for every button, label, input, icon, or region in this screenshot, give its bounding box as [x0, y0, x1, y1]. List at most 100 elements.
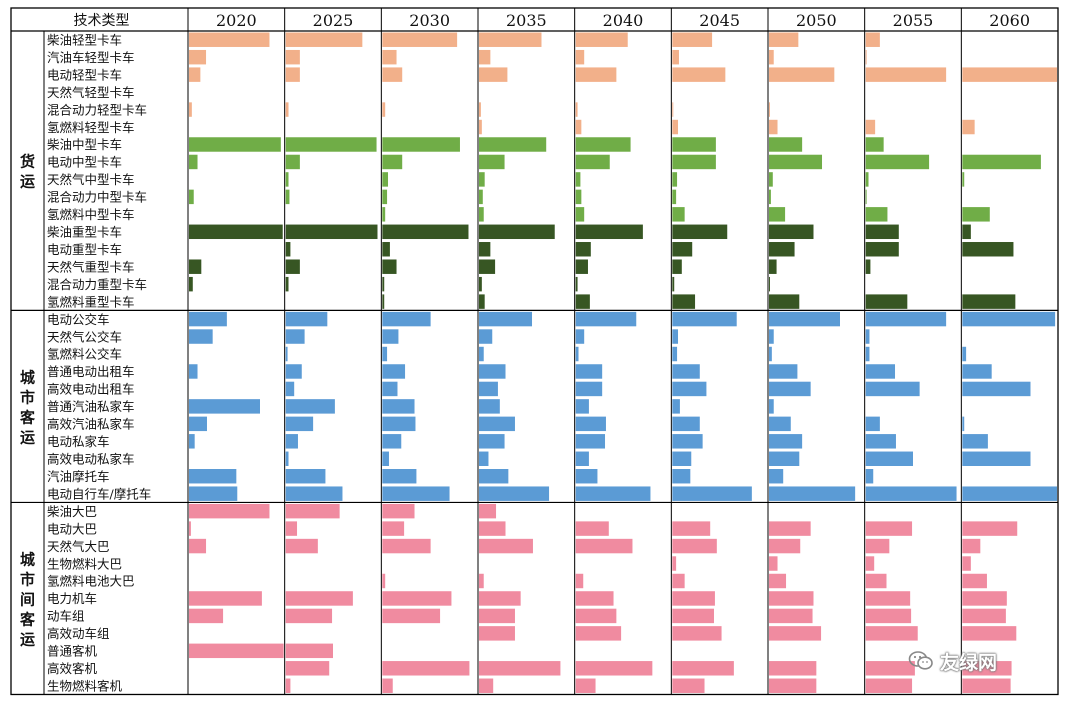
- bar: [865, 207, 888, 222]
- bar: [285, 661, 330, 676]
- bar: [575, 451, 589, 466]
- technology-label: 普通汽油私家车: [47, 399, 135, 414]
- bar: [285, 276, 289, 292]
- bar: [865, 32, 880, 47]
- bar: [575, 416, 606, 432]
- header-year: 2030: [409, 11, 450, 30]
- bar: [575, 469, 598, 484]
- technology-label: 电动私家车: [47, 434, 110, 449]
- bar: [479, 538, 533, 554]
- technology-label: 高效汽油私家车: [47, 417, 135, 432]
- bar: [769, 416, 791, 432]
- category-label: 客: [19, 408, 36, 426]
- technology-label: 柴油大巴: [47, 504, 97, 519]
- bar: [479, 102, 481, 117]
- bar: [285, 538, 318, 554]
- bar: [479, 364, 506, 379]
- header-year: 2045: [699, 11, 740, 30]
- bar: [479, 346, 484, 362]
- bar: [479, 469, 509, 484]
- technology-label: 电动重型卡车: [47, 242, 122, 257]
- bar: [962, 119, 975, 135]
- bar: [285, 224, 378, 240]
- bar: [769, 172, 773, 187]
- bar: [479, 573, 484, 589]
- bar: [672, 154, 716, 170]
- bar: [479, 486, 550, 501]
- bar: [189, 643, 284, 659]
- bar: [479, 154, 505, 170]
- bar: [382, 608, 441, 624]
- technology-label: 天然气中型卡车: [47, 172, 135, 187]
- header-year: 2020: [216, 11, 257, 30]
- bar: [382, 311, 431, 327]
- bar: [865, 224, 899, 240]
- bar: [189, 434, 195, 449]
- bar: [479, 521, 506, 536]
- bar: [479, 329, 493, 344]
- bar: [189, 189, 194, 205]
- bar: [865, 416, 880, 432]
- bar: [285, 486, 343, 501]
- bar: [382, 678, 393, 693]
- bar: [769, 119, 778, 135]
- bar: [769, 102, 770, 117]
- bar: [769, 556, 778, 571]
- header-year: 2035: [506, 11, 547, 30]
- bar: [285, 346, 288, 362]
- bar: [479, 119, 482, 135]
- bar: [189, 224, 283, 240]
- bar: [672, 626, 722, 641]
- bar: [672, 416, 700, 432]
- bar: [672, 259, 682, 274]
- bar: [382, 486, 450, 501]
- technology-label: 电动公交车: [47, 312, 110, 327]
- bar: [769, 189, 771, 205]
- bar: [962, 451, 1031, 466]
- bar: [285, 381, 295, 397]
- bar: [865, 556, 875, 571]
- bar: [479, 626, 515, 641]
- bar: [189, 311, 227, 327]
- technology-label: 氢燃料重型卡车: [47, 294, 135, 309]
- bar: [865, 172, 869, 187]
- bar: [285, 67, 300, 82]
- bar: [189, 276, 193, 292]
- bar: [865, 154, 930, 170]
- bar: [769, 346, 772, 362]
- technology-label: 电动大巴: [47, 521, 97, 536]
- bar: [479, 451, 489, 466]
- bar: [672, 67, 726, 82]
- technology-label: 混合动力轻型卡车: [47, 102, 147, 117]
- bar: [382, 189, 388, 205]
- bar: [382, 416, 416, 432]
- technology-label: 天然气公交车: [47, 329, 122, 344]
- bar: [382, 503, 415, 519]
- bar: [865, 346, 870, 362]
- bar: [769, 486, 856, 501]
- bar: [479, 294, 485, 309]
- bar: [575, 154, 610, 170]
- bar: [672, 486, 752, 501]
- bar: [575, 364, 603, 379]
- bar: [672, 119, 679, 135]
- bar: [382, 521, 405, 536]
- bar: [962, 294, 1016, 309]
- bar: [575, 49, 585, 65]
- bar: [189, 329, 213, 344]
- technology-label: 氢燃料轻型卡车: [47, 120, 135, 135]
- bar: [189, 49, 207, 65]
- bar: [285, 521, 298, 536]
- bar: [865, 311, 947, 327]
- bar: [962, 364, 992, 379]
- bar: [382, 294, 385, 309]
- bar: [672, 381, 707, 397]
- bar: [672, 329, 679, 344]
- bar: [962, 608, 1006, 624]
- bar: [865, 242, 899, 257]
- bar: [575, 102, 578, 117]
- technology-label: 高效电动出租车: [47, 382, 135, 397]
- bar: [382, 67, 403, 82]
- bar: [479, 259, 496, 274]
